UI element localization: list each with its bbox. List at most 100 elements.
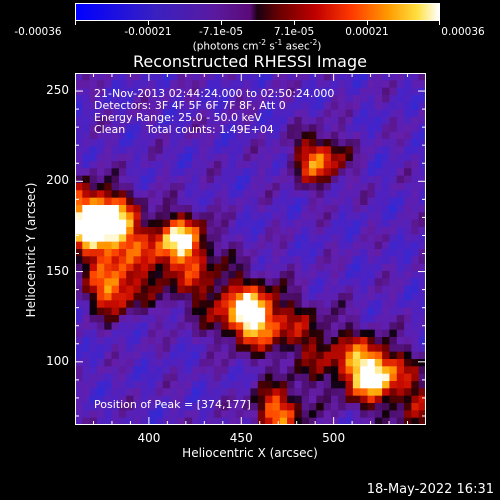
heatmap-cell — [418, 271, 426, 279]
heatmap-cell — [301, 410, 310, 419]
heatmap-cell — [243, 161, 252, 169]
heatmap-cell — [367, 410, 376, 419]
heatmap-cell — [162, 278, 171, 287]
heatmap-cell — [272, 146, 281, 155]
heatmap-cell — [89, 168, 98, 177]
heatmap-cell — [235, 73, 244, 81]
heatmap-cell — [213, 307, 222, 316]
heatmap-cell — [126, 227, 135, 235]
heatmap-cell — [418, 263, 426, 272]
heatmap-cell — [162, 417, 171, 425]
heatmap-cell — [235, 271, 244, 279]
heatmap-cell — [287, 234, 295, 243]
heatmap-cell — [199, 256, 208, 265]
heatmap-cell — [104, 293, 113, 301]
heatmap-cell — [228, 197, 237, 206]
heatmap-cell — [235, 234, 244, 243]
heatmap-cell — [89, 124, 98, 133]
heatmap-cell — [118, 285, 127, 294]
heatmap-cell — [330, 381, 339, 389]
heatmap-cell — [75, 80, 83, 89]
heatmap-cell — [170, 241, 178, 250]
heatmap-cell — [82, 109, 91, 118]
heatmap-cell — [221, 417, 230, 425]
heatmap-cell — [82, 351, 91, 360]
heatmap-cell — [345, 322, 354, 331]
heatmap-cell — [213, 278, 222, 287]
heatmap-cell — [272, 285, 281, 294]
heatmap-cell — [316, 117, 325, 125]
heatmap-cell — [192, 329, 200, 338]
heatmap-cell — [170, 395, 178, 404]
heatmap-cell — [250, 87, 259, 96]
heatmap-cell — [272, 219, 281, 228]
heatmap-cell — [301, 322, 310, 331]
heatmap-cell — [104, 344, 113, 353]
heatmap-cell — [338, 366, 347, 375]
heatmap-cell — [170, 153, 178, 162]
heatmap-cell — [170, 381, 178, 389]
heatmap-cell — [287, 175, 295, 184]
heatmap-cell — [411, 190, 420, 199]
heatmap-cell — [389, 131, 398, 140]
heatmap-cell — [323, 212, 332, 221]
heatmap-cell — [89, 175, 98, 184]
heatmap-cell — [206, 351, 215, 360]
heatmap-cell — [243, 351, 252, 360]
heatmap-cell — [140, 271, 149, 279]
heatmap-cell — [345, 73, 354, 81]
heatmap-cell — [301, 87, 310, 96]
heatmap-cell — [360, 403, 369, 411]
heatmap-cell — [148, 263, 157, 272]
heatmap-cell — [389, 271, 398, 279]
heatmap-cell — [338, 300, 347, 309]
heatmap-cell — [257, 359, 266, 367]
heatmap-cell — [309, 285, 317, 294]
heatmap-cell — [360, 329, 369, 338]
heatmap-cell — [352, 271, 361, 279]
heatmap-cell — [213, 300, 222, 309]
heatmap-cell — [75, 153, 83, 162]
heatmap-cell — [104, 95, 113, 103]
heatmap-cell — [243, 307, 252, 316]
heatmap-cell — [118, 293, 127, 301]
heatmap-cell — [323, 359, 332, 367]
heatmap-cell — [309, 73, 317, 81]
colorbar-tick — [148, 20, 149, 25]
heatmap-cell — [82, 139, 91, 147]
heatmap-cell — [257, 80, 266, 89]
heatmap-cell — [382, 73, 391, 81]
heatmap-cell — [257, 234, 266, 243]
heatmap-cell — [148, 102, 157, 111]
heatmap-cell — [294, 300, 303, 309]
heatmap-cell — [272, 161, 281, 169]
heatmap-cell — [272, 205, 281, 213]
heatmap-cell — [111, 381, 120, 389]
heatmap-cell — [330, 359, 339, 367]
heatmap-cell — [360, 102, 369, 111]
heatmap-cell — [206, 131, 215, 140]
heatmap-cell — [367, 183, 376, 191]
heatmap-cell — [411, 227, 420, 235]
heatmap-cell — [411, 102, 420, 111]
heatmap-cell — [243, 175, 252, 184]
heatmap-cell — [330, 212, 339, 221]
heatmap-cell — [294, 73, 303, 81]
heatmap-cell — [367, 190, 376, 199]
heatmap-cell — [330, 87, 339, 96]
heatmap-cell — [294, 161, 303, 169]
heatmap-cell — [338, 153, 347, 162]
heatmap-cell — [162, 256, 171, 265]
x-tick-label: 400 — [137, 431, 161, 445]
heatmap-cell — [133, 161, 142, 169]
heatmap-cell — [411, 80, 420, 89]
heatmap-cell — [301, 219, 310, 228]
heatmap-cell — [338, 256, 347, 265]
heatmap-cell — [148, 175, 157, 184]
heatmap-cell — [243, 117, 252, 125]
heatmap-cell — [411, 381, 420, 389]
heatmap-cell — [243, 131, 252, 140]
heatmap-cell — [382, 417, 391, 425]
heatmap-cell — [82, 381, 91, 389]
heatmap-cell — [82, 117, 91, 125]
